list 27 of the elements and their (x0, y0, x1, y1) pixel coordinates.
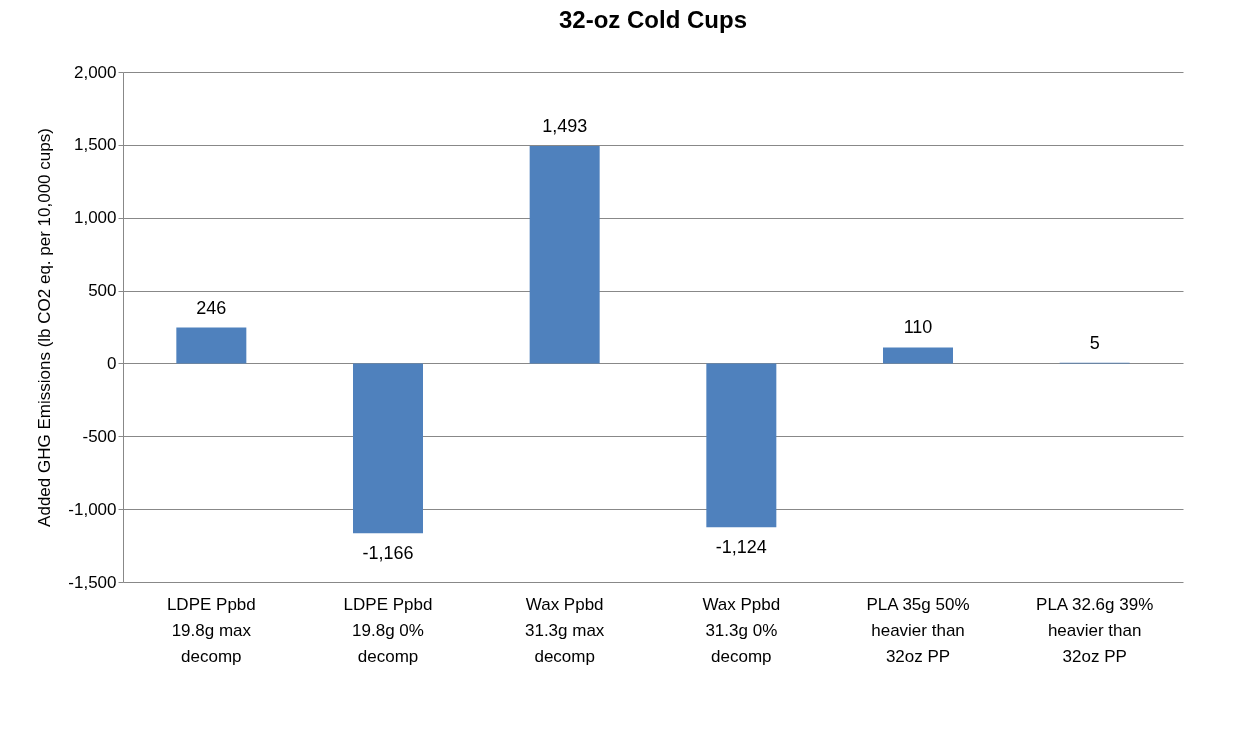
chart-title: 32-oz Cold Cups (558, 6, 748, 33)
bar (883, 347, 953, 364)
x-tick-label: Wax Ppbd 31.3g 0% decomp (702, 594, 781, 666)
data-label: -1,166 (362, 543, 414, 564)
x-tick-label: LDPE Ppbd 19.8g max decomp (166, 594, 256, 666)
y-tick-label: -1,500 (68, 572, 117, 592)
x-tick-label: LDPE Ppbd 19.8g 0% decomp (343, 594, 433, 666)
y-tick-label: 1,500 (73, 135, 117, 155)
y-tick-label: -500 (82, 426, 117, 446)
data-label: 110 (903, 317, 933, 338)
y-tick-label: -1,000 (68, 499, 117, 519)
y-tick-label: 0 (107, 353, 117, 373)
y-tick-label: 2,000 (73, 62, 117, 82)
x-tick-label: Wax Ppbd 31.3g max decomp (524, 594, 605, 666)
x-tick-label: PLA 32.6g 39% heavier than 32oz PP (1036, 594, 1154, 666)
y-tick-label: 1,000 (73, 208, 117, 228)
y-axis-title: Added GHG Emissions (lb CO2 eq. per 10,000 cups) (35, 128, 55, 527)
data-label: 1,493 (542, 115, 588, 136)
data-label: 246 (196, 297, 227, 318)
data-label: -1,124 (715, 537, 767, 558)
x-tick-label: PLA 35g 50% heavier than 32oz PP (866, 594, 970, 666)
y-tick-label: 500 (88, 281, 117, 301)
bar (176, 327, 247, 364)
bar (353, 363, 423, 534)
data-label: 5 (1089, 332, 1100, 353)
bar (529, 145, 600, 364)
bar (706, 363, 777, 528)
